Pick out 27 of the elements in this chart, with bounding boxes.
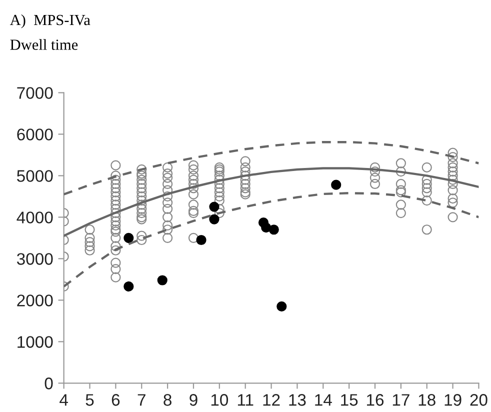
- x-tick-label: 19: [444, 394, 462, 406]
- y-tick-label: 6000: [17, 128, 53, 140]
- x-tick-label: 17: [392, 394, 410, 406]
- x-tick-label: 6: [112, 394, 120, 406]
- x-tick-label: 5: [86, 394, 94, 406]
- x-tick-label: 14: [315, 394, 332, 406]
- x-tick-label: 16: [367, 394, 384, 406]
- x-tick-label: 11: [238, 394, 254, 406]
- x-tick-label: 4: [60, 394, 68, 406]
- y-tick-label: 1000: [18, 336, 53, 348]
- x-tick-label: 8: [164, 394, 172, 406]
- x-tick-label: 12: [263, 394, 280, 406]
- x-tick-label: 15: [341, 394, 358, 406]
- y-tick-label: 7000: [17, 87, 53, 99]
- x-tick-label: 13: [289, 394, 306, 406]
- x-tick-label: 20: [470, 394, 488, 406]
- x-tick-label: 10: [211, 394, 228, 406]
- y-tick-label: 2000: [17, 294, 53, 306]
- y-tick-label: 5000: [17, 170, 53, 182]
- x-tick-label: 9: [190, 394, 198, 406]
- y-tick-label: 4000: [16, 212, 53, 224]
- chart-subtitle: Dwell time: [10, 39, 78, 50]
- y-tick-label: 3000: [16, 253, 53, 265]
- chart-title: A) MPS-IVa: [10, 14, 90, 28]
- x-tick-label: 18: [418, 394, 436, 406]
- y-tick-label: 0: [44, 378, 53, 390]
- x-tick-label: 7: [138, 394, 146, 406]
